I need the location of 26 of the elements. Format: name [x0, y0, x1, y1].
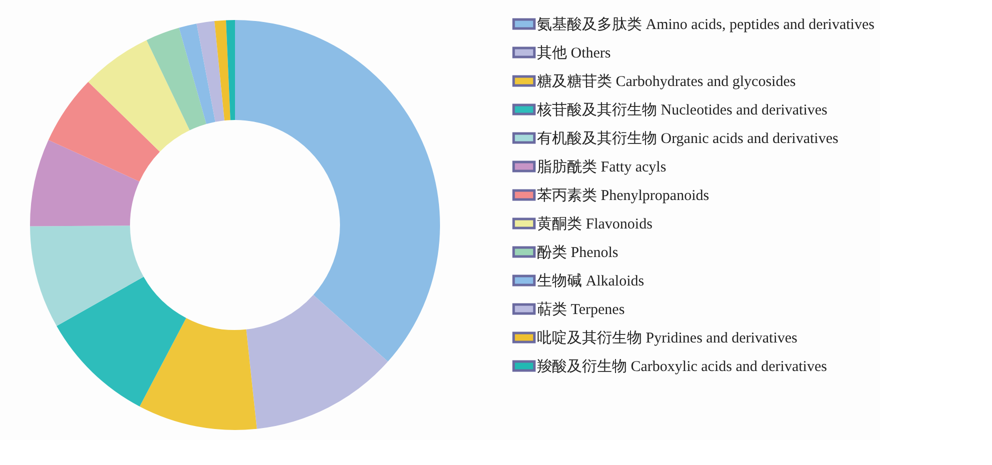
donut-slice: [226, 20, 235, 120]
donut-slice: [140, 318, 257, 430]
legend-label: 氨基酸及多肽类 Amino acids, peptides and derivatives: [537, 16, 875, 33]
donut-slice: [48, 82, 160, 182]
donut-slice: [179, 24, 216, 124]
legend-label: 脂肪酰类 Fatty acyls: [537, 158, 666, 176]
donut-slice: [88, 40, 190, 152]
legend-label: 核苷酸及其衍生物 Nucleotides and derivatives: [536, 102, 828, 118]
legend-label: 萜类 Terpenes: [537, 301, 625, 318]
legend-label: 酚类 Phenols: [537, 244, 618, 261]
legend-label: 苯丙素类 Phenylpropanoids: [537, 187, 710, 204]
legend-label: 吡啶及其衍生物 Pyridines and derivatives: [537, 330, 798, 346]
donut-slice: [30, 226, 144, 326]
donut-slice: [246, 294, 388, 429]
legend-label: 黄酮类 Flavonoids: [537, 216, 653, 232]
legend-label: 羧酸及衍生物 Carboxylic acids and derivatives: [537, 358, 828, 375]
legend-label: 其他 Others: [537, 44, 611, 62]
donut-slice: [196, 21, 224, 122]
legend-label: 有机酸及其衍生物 Organic acids and derivatives: [537, 130, 838, 147]
donut-slice: [235, 20, 440, 362]
donut-slice: [214, 20, 230, 121]
donut-slice: [30, 140, 140, 226]
legend-label: 糖及糖苷类 Carbohydrates and glycosides: [537, 73, 796, 90]
legend-label: 生物碱 Alkaloids: [537, 272, 644, 290]
donut-slice: [146, 28, 206, 130]
donut-slice: [56, 276, 186, 406]
